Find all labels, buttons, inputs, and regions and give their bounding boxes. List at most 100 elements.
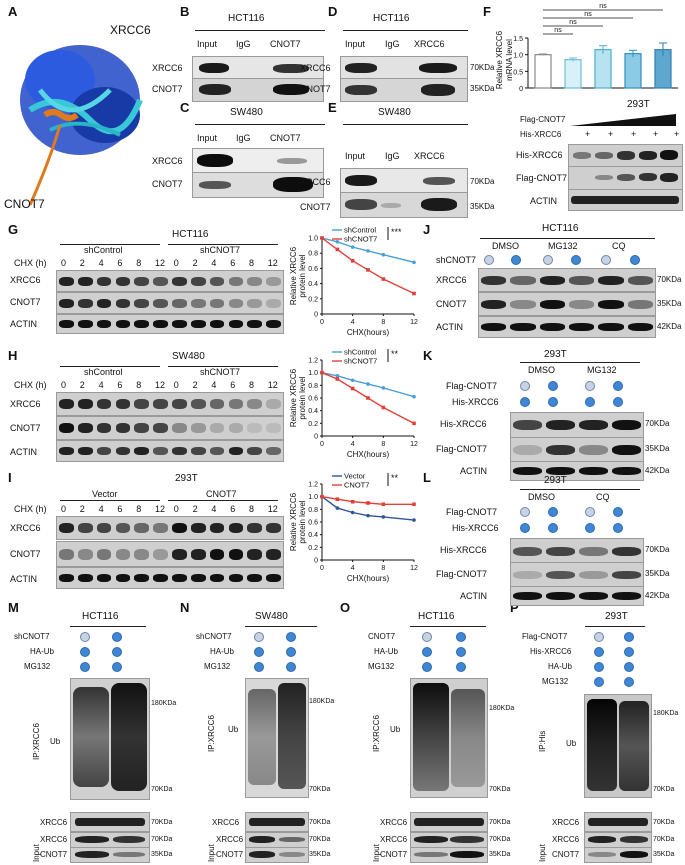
p-row-flag: Flag-CNOT7 bbox=[522, 632, 568, 641]
k-circle-4 bbox=[613, 381, 623, 391]
k-blot-3-band-2 bbox=[579, 467, 608, 475]
j-blot-2-band-4 bbox=[598, 299, 624, 309]
l-circle-5 bbox=[520, 523, 530, 533]
g-point-1-2 bbox=[350, 259, 355, 263]
l-kda-42: 42KDa bbox=[645, 591, 670, 600]
i-point-1-2 bbox=[350, 499, 355, 504]
i-blot-2-band-8 bbox=[209, 548, 225, 560]
k-blot-3-band-0 bbox=[513, 467, 542, 475]
g-time-8: 4 bbox=[211, 258, 217, 268]
h-time-0: 0 bbox=[61, 380, 67, 390]
k-cell-title: 293T bbox=[544, 349, 567, 360]
h-sig: ** bbox=[391, 349, 399, 359]
i-point-1-0 bbox=[320, 494, 324, 499]
g-blot-3-band-0 bbox=[59, 320, 74, 328]
j-blot-3-band-0 bbox=[481, 323, 507, 331]
i-blot-3-band-8 bbox=[209, 574, 225, 582]
c-row-cnot7: CNOT7 bbox=[152, 179, 183, 189]
h-blot-actin bbox=[56, 440, 284, 462]
i-xtick-label-0: 0 bbox=[320, 565, 324, 572]
p-cell-title: 293T bbox=[605, 611, 628, 622]
g-time-10: 8 bbox=[249, 258, 255, 268]
l-blot-2-band-2 bbox=[579, 571, 608, 579]
panel-label-k: K bbox=[423, 348, 433, 363]
m-circle-1 bbox=[80, 632, 90, 642]
l-blot-1-band-1 bbox=[546, 546, 575, 556]
i-blot-2-band-9 bbox=[228, 548, 244, 560]
k-blot-2-band-2 bbox=[579, 445, 608, 455]
h-blot-cnot7 bbox=[56, 416, 284, 440]
g-blot-1-band-0 bbox=[59, 276, 74, 286]
k-blot-flag bbox=[510, 437, 644, 463]
h-time-9: 6 bbox=[230, 380, 236, 390]
d-lane-input: Input bbox=[345, 39, 366, 49]
i-blot-1-band-6 bbox=[172, 523, 187, 533]
panel-label-n: N bbox=[180, 600, 190, 615]
h-blot-2-band-2 bbox=[96, 423, 112, 433]
h-blot-xrcc6 bbox=[56, 392, 284, 416]
l-blot-label-flag: Flag-CNOT7 bbox=[436, 569, 488, 579]
h-point-1-2 bbox=[350, 386, 355, 391]
h-time-6: 0 bbox=[173, 380, 179, 390]
e-lane-input: Input bbox=[345, 151, 366, 161]
g-blot-1-band-5 bbox=[153, 276, 168, 286]
j-row-cnot7: CNOT7 bbox=[436, 299, 467, 309]
g-blot-2-band-8 bbox=[209, 298, 225, 308]
c-cell-title: SW480 bbox=[230, 107, 263, 118]
f-plus-1: + bbox=[585, 129, 591, 139]
h-row-actin: ACTIN bbox=[10, 447, 37, 457]
i-xtick-label-2: 8 bbox=[381, 565, 385, 572]
m-circle-5 bbox=[80, 662, 90, 672]
l-blot-actin bbox=[510, 586, 644, 606]
g-point-0-3 bbox=[366, 249, 370, 253]
g-time-2: 4 bbox=[98, 258, 104, 268]
panel-label-m: M bbox=[8, 600, 19, 615]
g-blot-3-band-10 bbox=[247, 320, 263, 328]
p-circle-8 bbox=[624, 677, 634, 687]
i-ytick-label-1: 0.2 bbox=[308, 545, 318, 552]
i-point-1-3 bbox=[366, 501, 370, 505]
e-row-xrcc6: XRCC6 bbox=[300, 177, 331, 187]
panel-label-b: B bbox=[180, 4, 190, 19]
k-circle-1 bbox=[520, 381, 530, 391]
j-blot-actin bbox=[478, 316, 656, 338]
g-blot-2-band-3 bbox=[115, 298, 131, 308]
g-blot-cnot7 bbox=[56, 292, 284, 314]
g-legend-0: shControl bbox=[344, 226, 376, 235]
g-blot-1-band-10 bbox=[247, 276, 263, 286]
d-lane-igg: IgG bbox=[385, 39, 400, 49]
o-row-haub: HA-Ub bbox=[374, 647, 399, 656]
o-ip-label: IP:XRCC6 bbox=[372, 715, 381, 752]
o-circle-1 bbox=[422, 632, 432, 642]
i-blot-1-band-3 bbox=[115, 523, 131, 533]
g-blot-1-band-11 bbox=[266, 276, 281, 286]
m-row-xrcc6-ip: XRCC6 bbox=[40, 818, 68, 827]
g-blot-1-band-4 bbox=[134, 276, 150, 286]
n-row-haub: HA-Ub bbox=[210, 647, 235, 656]
j-circle-3 bbox=[543, 255, 553, 265]
i-ylabel-1: Relative XRCC6 bbox=[289, 492, 298, 551]
i-point-1-1 bbox=[335, 497, 340, 501]
i-blot-xrcc6 bbox=[56, 516, 284, 540]
f-bar-2 bbox=[594, 49, 612, 89]
f-plus-2: + bbox=[608, 129, 614, 139]
g-xtick-label-1: 4 bbox=[351, 319, 355, 326]
l-kda-70: 70KDa bbox=[645, 545, 670, 554]
b-lane-cnot7: CNOT7 bbox=[270, 39, 301, 49]
j-circle-5 bbox=[601, 255, 611, 265]
j-kda-42: 42KDa bbox=[657, 322, 682, 331]
h-blot-2-band-0 bbox=[59, 423, 74, 433]
i-blot-3-band-10 bbox=[247, 574, 263, 582]
h-time-10: 8 bbox=[249, 380, 255, 390]
i-blot-2-band-3 bbox=[115, 548, 131, 560]
n-row-cnot7-in: CNOT7 bbox=[216, 850, 244, 859]
i-row-cnot7: CNOT7 bbox=[10, 549, 41, 559]
g-blot-2-band-6 bbox=[172, 298, 187, 308]
h-blot-1-band-3 bbox=[115, 399, 131, 409]
h-blot-2-band-7 bbox=[190, 423, 206, 433]
f-bar-0 bbox=[534, 54, 552, 89]
i-time-5: 12 bbox=[155, 504, 166, 514]
g-point-1-5 bbox=[412, 291, 416, 296]
k-blot-3-band-1 bbox=[546, 467, 575, 475]
j-treat-dmso: DMSO bbox=[492, 241, 519, 251]
